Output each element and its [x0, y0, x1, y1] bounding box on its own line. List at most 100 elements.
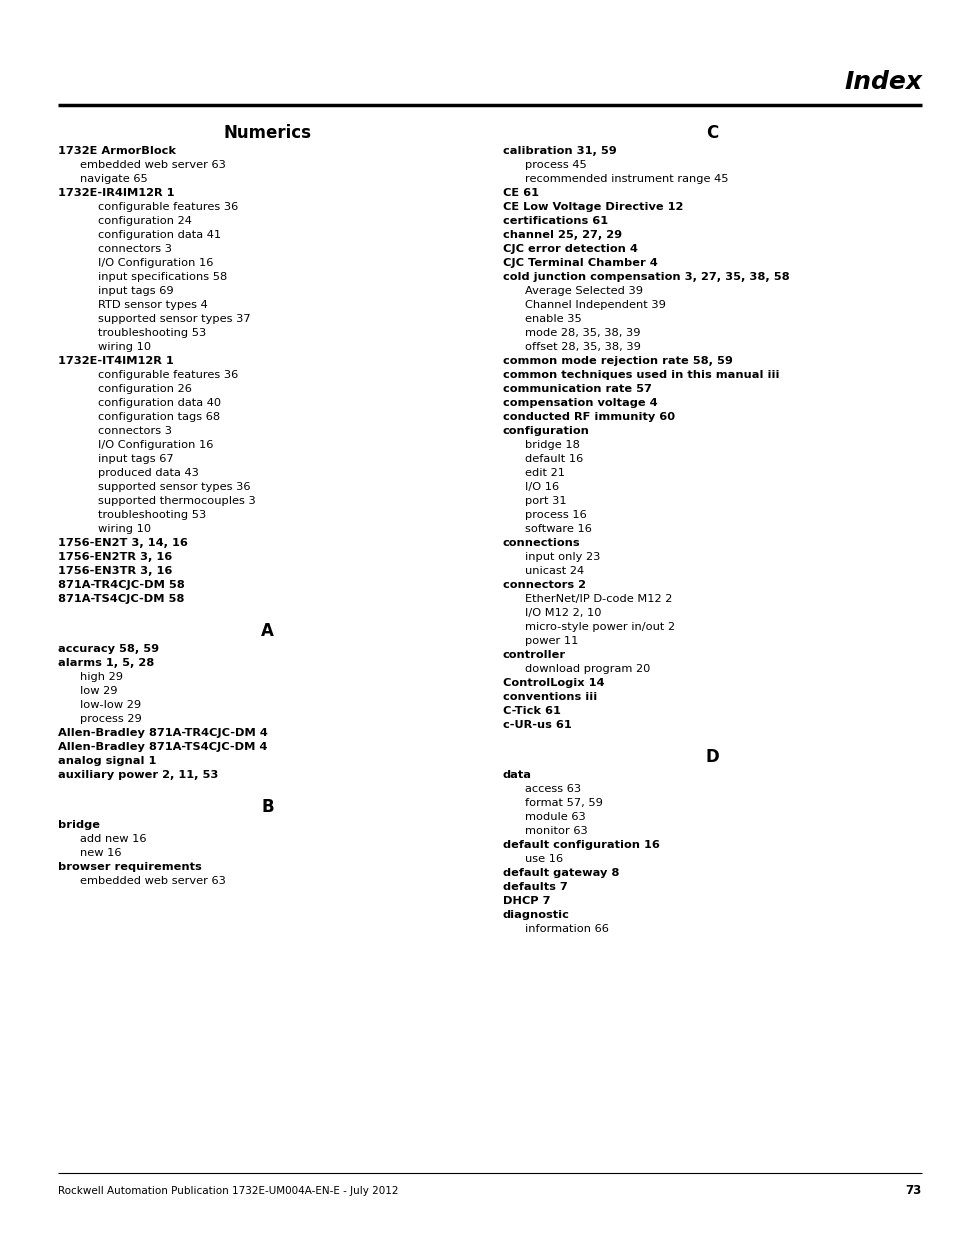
- Text: unicast 24: unicast 24: [524, 566, 583, 576]
- Text: bridge 18: bridge 18: [524, 440, 579, 450]
- Text: ControlLogix 14: ControlLogix 14: [502, 678, 604, 688]
- Text: Channel Independent 39: Channel Independent 39: [524, 300, 665, 310]
- Text: CE 61: CE 61: [502, 188, 538, 198]
- Text: D: D: [705, 748, 719, 766]
- Text: input tags 67: input tags 67: [98, 454, 173, 464]
- Text: offset 28, 35, 38, 39: offset 28, 35, 38, 39: [524, 342, 640, 352]
- Text: process 16: process 16: [524, 510, 586, 520]
- Text: high 29: high 29: [80, 672, 123, 682]
- Text: supported sensor types 36: supported sensor types 36: [98, 482, 251, 492]
- Text: troubleshooting 53: troubleshooting 53: [98, 510, 206, 520]
- Text: I/O Configuration 16: I/O Configuration 16: [98, 440, 213, 450]
- Text: EtherNet/IP D-code M12 2: EtherNet/IP D-code M12 2: [524, 594, 672, 604]
- Text: connectors 2: connectors 2: [502, 580, 585, 590]
- Text: micro-style power in/out 2: micro-style power in/out 2: [524, 622, 675, 632]
- Text: configuration data 40: configuration data 40: [98, 398, 221, 408]
- Text: connections: connections: [502, 538, 580, 548]
- Text: input tags 69: input tags 69: [98, 287, 173, 296]
- Text: connectors 3: connectors 3: [98, 426, 172, 436]
- Text: connectors 3: connectors 3: [98, 245, 172, 254]
- Text: 1756-EN2T 3, 14, 16: 1756-EN2T 3, 14, 16: [58, 538, 188, 548]
- Text: process 29: process 29: [80, 714, 142, 724]
- Text: analog signal 1: analog signal 1: [58, 756, 156, 766]
- Text: common techniques used in this manual iii: common techniques used in this manual ii…: [502, 370, 779, 380]
- Text: calibration 31, 59: calibration 31, 59: [502, 146, 616, 156]
- Text: configurable features 36: configurable features 36: [98, 370, 238, 380]
- Text: supported thermocouples 3: supported thermocouples 3: [98, 496, 255, 506]
- Text: A: A: [261, 622, 274, 640]
- Text: supported sensor types 37: supported sensor types 37: [98, 314, 251, 324]
- Text: bridge: bridge: [58, 820, 100, 830]
- Text: accuracy 58, 59: accuracy 58, 59: [58, 643, 159, 655]
- Text: auxiliary power 2, 11, 53: auxiliary power 2, 11, 53: [58, 769, 218, 781]
- Text: Rockwell Automation Publication 1732E-UM004A-EN-E - July 2012: Rockwell Automation Publication 1732E-UM…: [58, 1186, 398, 1195]
- Text: common mode rejection rate 58, 59: common mode rejection rate 58, 59: [502, 356, 732, 366]
- Text: wiring 10: wiring 10: [98, 524, 151, 534]
- Text: communication rate 57: communication rate 57: [502, 384, 651, 394]
- Text: B: B: [261, 798, 274, 816]
- Text: low 29: low 29: [80, 685, 117, 697]
- Text: troubleshooting 53: troubleshooting 53: [98, 329, 206, 338]
- Text: mode 28, 35, 38, 39: mode 28, 35, 38, 39: [524, 329, 639, 338]
- Text: conventions iii: conventions iii: [502, 692, 597, 701]
- Text: cold junction compensation 3, 27, 35, 38, 58: cold junction compensation 3, 27, 35, 38…: [502, 272, 789, 282]
- Text: RTD sensor types 4: RTD sensor types 4: [98, 300, 208, 310]
- Text: recommended instrument range 45: recommended instrument range 45: [524, 174, 728, 184]
- Text: Average Selected 39: Average Selected 39: [524, 287, 642, 296]
- Text: CJC error detection 4: CJC error detection 4: [502, 245, 638, 254]
- Text: 73: 73: [904, 1184, 921, 1198]
- Text: edit 21: edit 21: [524, 468, 564, 478]
- Text: I/O M12 2, 10: I/O M12 2, 10: [524, 608, 601, 618]
- Text: Allen-Bradley 871A-TR4CJC-DM 4: Allen-Bradley 871A-TR4CJC-DM 4: [58, 727, 268, 739]
- Text: use 16: use 16: [524, 853, 562, 864]
- Text: 1756-EN2TR 3, 16: 1756-EN2TR 3, 16: [58, 552, 172, 562]
- Text: DHCP 7: DHCP 7: [502, 897, 550, 906]
- Text: configuration: configuration: [502, 426, 589, 436]
- Text: I/O 16: I/O 16: [524, 482, 558, 492]
- Text: add new 16: add new 16: [80, 834, 147, 844]
- Text: information 66: information 66: [524, 924, 608, 934]
- Text: configurable features 36: configurable features 36: [98, 203, 238, 212]
- Text: power 11: power 11: [524, 636, 578, 646]
- Text: input only 23: input only 23: [524, 552, 599, 562]
- Text: Index: Index: [843, 70, 921, 94]
- Text: 1756-EN3TR 3, 16: 1756-EN3TR 3, 16: [58, 566, 172, 576]
- Text: enable 35: enable 35: [524, 314, 581, 324]
- Text: configuration 26: configuration 26: [98, 384, 192, 394]
- Text: monitor 63: monitor 63: [524, 826, 587, 836]
- Text: CE Low Voltage Directive 12: CE Low Voltage Directive 12: [502, 203, 682, 212]
- Text: I/O Configuration 16: I/O Configuration 16: [98, 258, 213, 268]
- Text: defaults 7: defaults 7: [502, 882, 567, 892]
- Text: data: data: [502, 769, 532, 781]
- Text: conducted RF immunity 60: conducted RF immunity 60: [502, 412, 675, 422]
- Text: produced data 43: produced data 43: [98, 468, 198, 478]
- Text: navigate 65: navigate 65: [80, 174, 148, 184]
- Text: 1732E-IR4IM12R 1: 1732E-IR4IM12R 1: [58, 188, 174, 198]
- Text: controller: controller: [502, 650, 565, 659]
- Text: Allen-Bradley 871A-TS4CJC-DM 4: Allen-Bradley 871A-TS4CJC-DM 4: [58, 742, 267, 752]
- Text: low-low 29: low-low 29: [80, 700, 141, 710]
- Text: process 45: process 45: [524, 161, 586, 170]
- Text: download program 20: download program 20: [524, 664, 650, 674]
- Text: c-UR-us 61: c-UR-us 61: [502, 720, 571, 730]
- Text: certifications 61: certifications 61: [502, 216, 607, 226]
- Text: configuration tags 68: configuration tags 68: [98, 412, 220, 422]
- Text: wiring 10: wiring 10: [98, 342, 151, 352]
- Text: CJC Terminal Chamber 4: CJC Terminal Chamber 4: [502, 258, 657, 268]
- Text: format 57, 59: format 57, 59: [524, 798, 602, 808]
- Text: 871A-TS4CJC-DM 58: 871A-TS4CJC-DM 58: [58, 594, 184, 604]
- Text: browser requirements: browser requirements: [58, 862, 201, 872]
- Text: configuration 24: configuration 24: [98, 216, 192, 226]
- Text: embedded web server 63: embedded web server 63: [80, 876, 226, 885]
- Text: 1732E ArmorBlock: 1732E ArmorBlock: [58, 146, 175, 156]
- Text: embedded web server 63: embedded web server 63: [80, 161, 226, 170]
- Text: 871A-TR4CJC-DM 58: 871A-TR4CJC-DM 58: [58, 580, 185, 590]
- Text: 1732E-IT4IM12R 1: 1732E-IT4IM12R 1: [58, 356, 173, 366]
- Text: software 16: software 16: [524, 524, 591, 534]
- Text: C-Tick 61: C-Tick 61: [502, 706, 560, 716]
- Text: new 16: new 16: [80, 848, 121, 858]
- Text: access 63: access 63: [524, 784, 580, 794]
- Text: compensation voltage 4: compensation voltage 4: [502, 398, 657, 408]
- Text: default configuration 16: default configuration 16: [502, 840, 659, 850]
- Text: diagnostic: diagnostic: [502, 910, 569, 920]
